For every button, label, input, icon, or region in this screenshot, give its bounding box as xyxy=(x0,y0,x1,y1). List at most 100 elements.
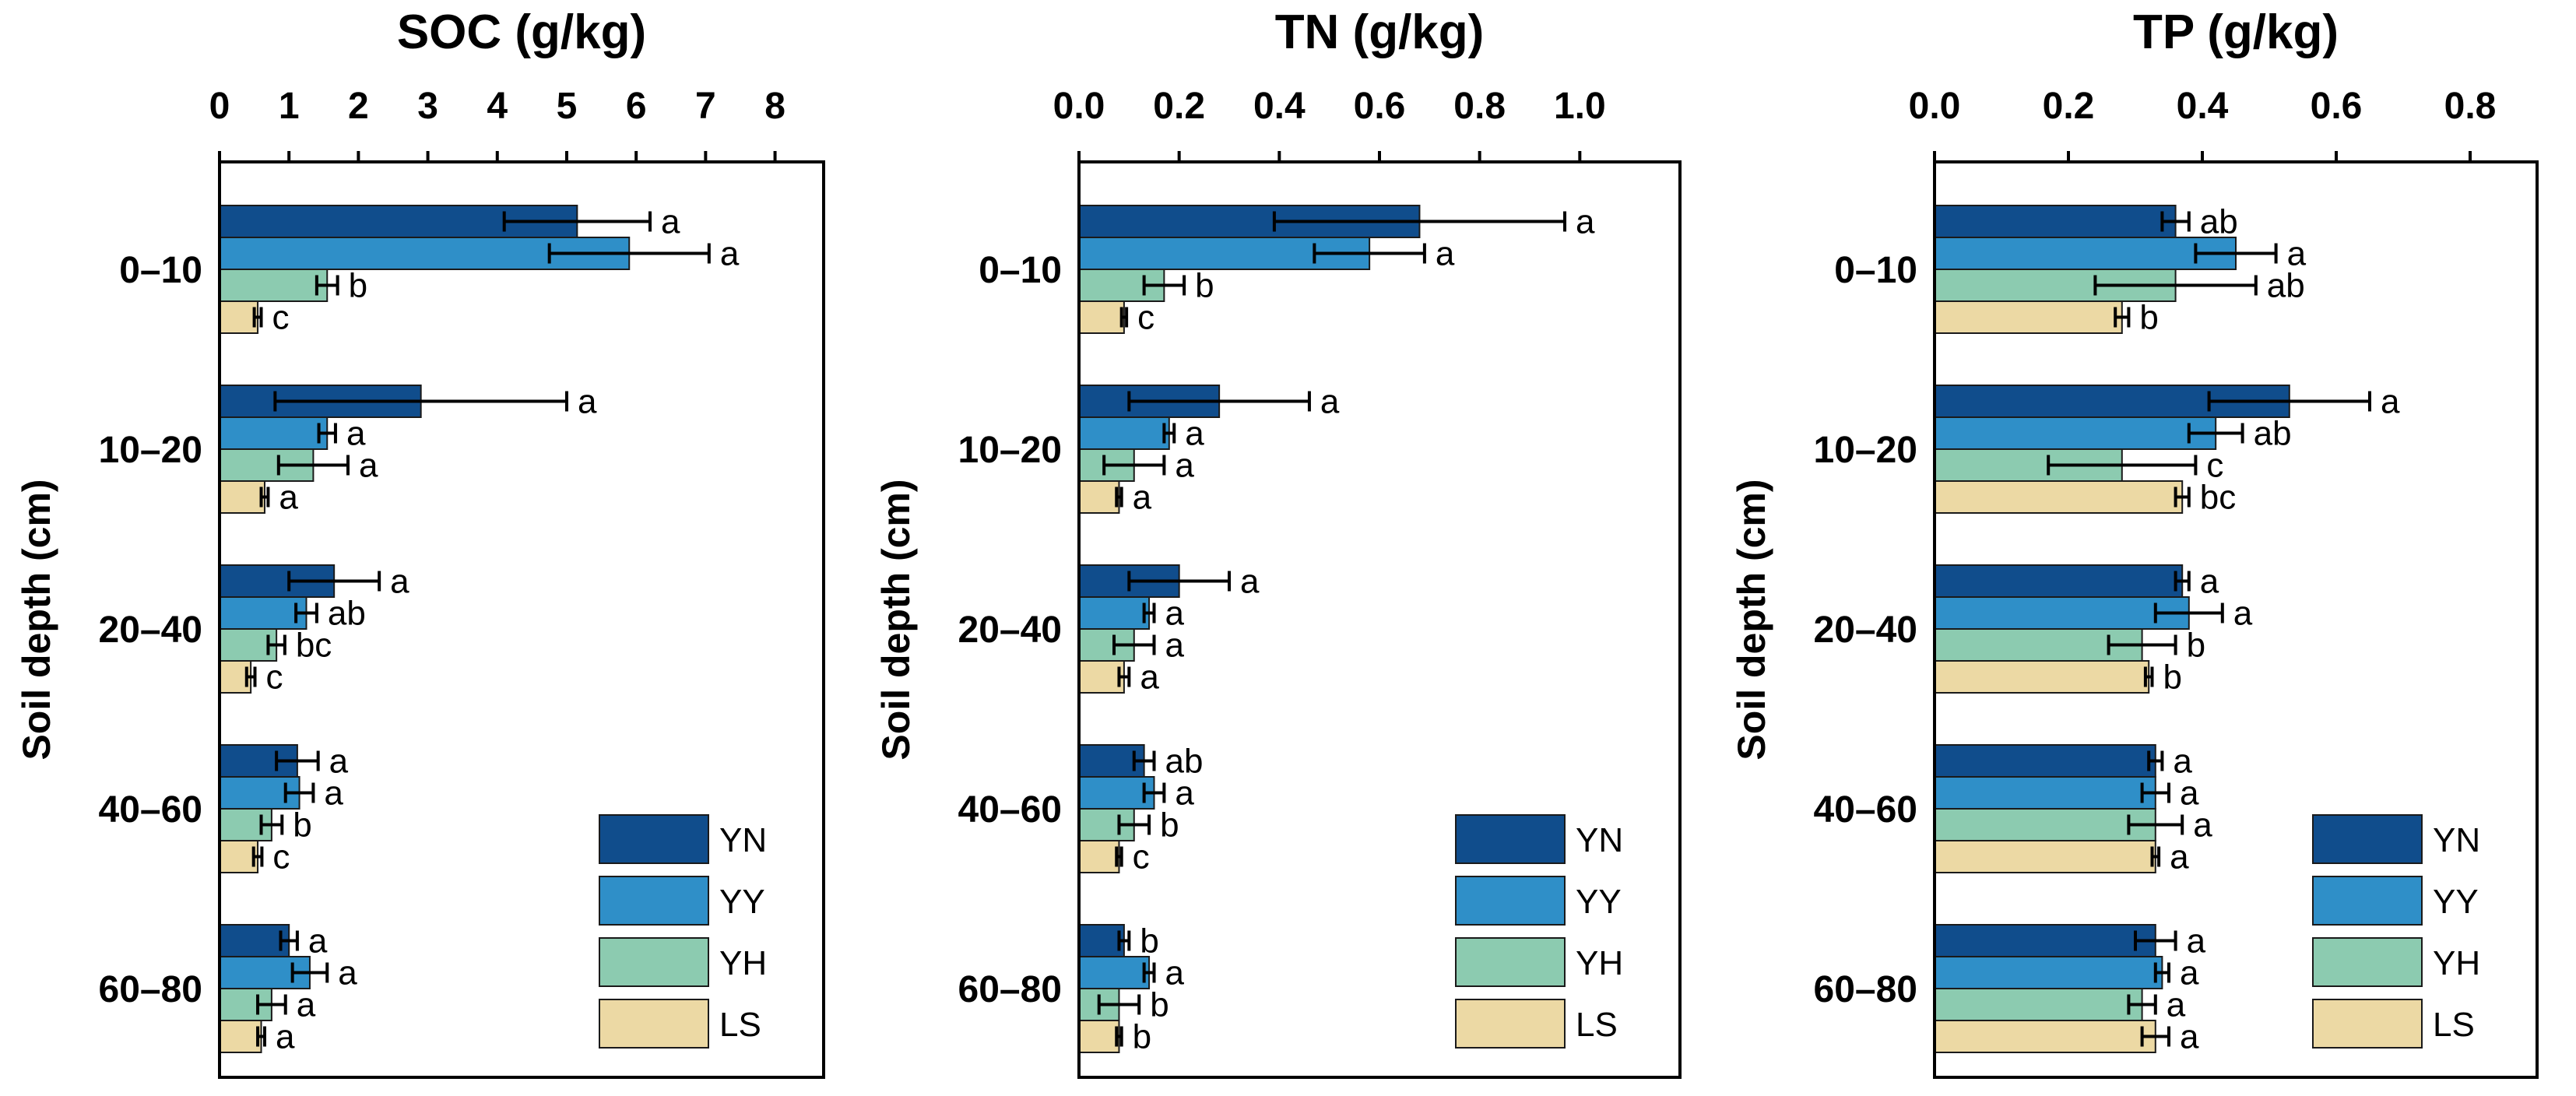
bar-ls-3 xyxy=(1934,840,2156,873)
bar-yy-2 xyxy=(1934,596,2190,630)
bar-yh-3 xyxy=(1934,808,2156,841)
bar-ls-4 xyxy=(1934,1020,2156,1053)
bar-yh-4 xyxy=(1934,988,2143,1021)
significance-letter: a xyxy=(1576,203,1595,241)
significance-letter: a xyxy=(338,954,357,992)
significance-letter: ab xyxy=(328,595,366,633)
bar-yy-4 xyxy=(1934,956,2163,989)
category-label: 40–60 xyxy=(1814,789,1917,831)
bar-yy-3 xyxy=(1078,776,1155,810)
significance-letter: c xyxy=(1137,299,1154,337)
bar-ls-0 xyxy=(1934,300,2123,334)
significance-letter: a xyxy=(1175,775,1194,813)
significance-letter: a xyxy=(2381,383,2400,421)
significance-letter: a xyxy=(2200,563,2219,601)
x-tick-label: 1.0 xyxy=(1554,86,1606,127)
bar-ls-1 xyxy=(219,480,265,514)
legend-swatch-yy xyxy=(2312,876,2423,926)
x-tick-label: 7 xyxy=(695,86,716,127)
panel-title: TN (g/kg) xyxy=(1275,5,1485,59)
significance-letter: a xyxy=(720,235,740,273)
x-tick-label: 5 xyxy=(557,86,578,127)
significance-letter: b xyxy=(1140,922,1158,961)
significance-letter: a xyxy=(1320,383,1340,421)
significance-letter: a xyxy=(2180,1018,2199,1056)
legend-swatch-yh xyxy=(1455,937,1566,987)
bar-ls-1 xyxy=(1078,480,1120,514)
bar-yy-2 xyxy=(1078,596,1151,630)
x-tick-label: 0.2 xyxy=(1153,86,1205,127)
bar-ls-3 xyxy=(219,840,259,873)
legend-label: YN xyxy=(2433,821,2480,859)
significance-letter: c xyxy=(1133,838,1150,876)
significance-letter: a xyxy=(1165,627,1185,665)
legend: YN YY YH LS xyxy=(2312,814,2480,1049)
x-tick-label: 0.4 xyxy=(1253,86,1306,127)
significance-letter: a xyxy=(346,415,366,453)
legend-swatch-yn xyxy=(599,814,709,864)
bar-ls-0 xyxy=(219,300,259,334)
significance-letter: bc xyxy=(2200,479,2236,517)
significance-letter: b xyxy=(1150,986,1169,1024)
x-tick-label: 0.4 xyxy=(2177,86,2229,127)
legend-swatch-yn xyxy=(1455,814,1566,864)
bar-ls-4 xyxy=(219,1020,262,1053)
significance-letter: b xyxy=(1160,806,1179,845)
legend-swatch-yn xyxy=(2312,814,2423,864)
legend-swatch-yy xyxy=(1455,876,1566,926)
significance-letter: a xyxy=(1436,235,1455,273)
y-axis-label: Soil depth (cm) xyxy=(874,479,918,760)
x-tick-label: 0.2 xyxy=(2043,86,2095,127)
x-tick-label: 4 xyxy=(487,86,508,127)
bar-yn-2 xyxy=(1934,564,2184,598)
category-label: 60–80 xyxy=(1814,969,1917,1010)
bar-yy-1 xyxy=(1934,416,2217,450)
legend-label: YY xyxy=(1576,883,1622,921)
x-tick-label: 0.8 xyxy=(1453,86,1506,127)
significance-letter: a xyxy=(1140,659,1159,697)
bar-yn-0 xyxy=(1934,205,2177,238)
bar-ls-2 xyxy=(1934,660,2150,694)
x-tick-label: 8 xyxy=(764,86,785,127)
bar-ls-4 xyxy=(1078,1020,1120,1053)
significance-letter: a xyxy=(2193,806,2212,845)
bar-yn-4 xyxy=(1078,924,1125,957)
significance-letter: c xyxy=(2206,447,2223,485)
x-tick-label: 0.6 xyxy=(2311,86,2363,127)
significance-letter: a xyxy=(2187,922,2206,961)
significance-letter: a xyxy=(329,743,349,781)
x-tick-label: 0.0 xyxy=(1053,86,1105,127)
significance-letter: a xyxy=(324,775,343,813)
bar-yy-1 xyxy=(219,416,329,450)
significance-letter: b xyxy=(2187,627,2205,665)
bar-yy-0 xyxy=(1934,237,2237,270)
legend-label: LS xyxy=(719,1006,761,1044)
plot-frame xyxy=(218,160,825,1079)
significance-letter: bc xyxy=(296,627,332,665)
category-label: 60–80 xyxy=(958,969,1062,1010)
category-label: 10–20 xyxy=(1814,430,1917,471)
chart-panel-3: TP (g/kg) 0.0 0.2 0.4 0.6 0.8 Soil depth (cm) 0… xyxy=(1730,5,2539,1079)
category-label: 20–40 xyxy=(1814,609,1917,651)
plot-frame xyxy=(1933,160,2539,1079)
bar-yh-0 xyxy=(219,269,329,302)
significance-letter: c xyxy=(272,838,290,876)
significance-letter: a xyxy=(2287,235,2307,273)
legend-label: YN xyxy=(719,821,767,859)
significance-letter: b xyxy=(2139,299,2158,337)
x-tick-label: 0.6 xyxy=(1354,86,1406,127)
legend-label: LS xyxy=(2433,1006,2475,1044)
legend-label: YH xyxy=(1576,944,1623,982)
legend-label: YN xyxy=(1576,821,1623,859)
significance-letter: ab xyxy=(2254,415,2292,453)
legend-label: YH xyxy=(719,944,767,982)
significance-letter: b xyxy=(2163,659,2182,697)
bar-yy-4 xyxy=(1078,956,1151,989)
significance-letter: ab xyxy=(2200,203,2238,241)
category-label: 10–20 xyxy=(99,430,202,471)
significance-letter: ab xyxy=(2267,267,2305,305)
significance-letter: a xyxy=(2170,838,2189,876)
category-label: 0–10 xyxy=(119,250,202,291)
category-label: 60–80 xyxy=(99,969,202,1010)
